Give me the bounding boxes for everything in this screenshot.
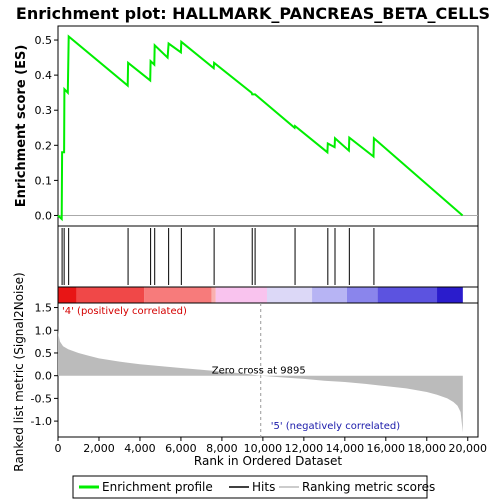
es-tick-label: 0.0 [35,209,53,222]
x-tick-label: 12,000 [285,442,324,455]
metric-y-axis-label: Ranked list metric (Signal2Noise) [12,272,26,471]
metric-tick-label: -1.0 [31,415,52,428]
negative-correlation-label: '5' (negatively correlated) [271,421,400,432]
es-tick-label: 0.5 [35,34,53,47]
legend-enrichment-label: Enrichment profile [102,480,213,494]
x-tick-label: 16,000 [367,442,406,455]
legend-metric-label: Ranking metric scores [302,480,435,494]
es-panel: 0.0 0.1 0.2 0.3 0.4 0.5 Enrichment score (ES) [14,25,479,227]
ranking-metric-area [58,329,463,433]
heatmap-band [346,287,378,303]
metric-tick-label: 0.0 [35,370,53,383]
enrichment-profile-line [57,34,464,222]
heatmap-band [437,287,463,303]
zero-cross-label: Zero cross at 9895 [212,366,306,377]
legend: Enrichment profile Hits Ranking metric s… [72,475,435,499]
legend-frame [72,475,428,499]
metric-tick-label: 1.5 [35,302,53,315]
x-tick-label: 18,000 [408,442,447,455]
heatmap-band [58,287,77,303]
x-tick-label: 20,000 [449,442,488,455]
x-tick-label: 14,000 [326,442,365,455]
legend-hits-label: Hits [252,480,275,494]
heatmap-band [211,287,216,303]
metric-tick-label: 0.5 [35,347,53,360]
hits-panel-frame [57,225,479,288]
x-tick-label: 8,000 [206,442,238,455]
metric-tick-label: 1.0 [35,324,53,337]
x-tick-label: 2,000 [83,442,115,455]
rank-heatmap-strip [57,286,479,304]
es-tick-label: 0.4 [35,69,53,82]
hits-panel [57,225,479,288]
heatmap-band [215,287,267,303]
x-tick-label: 6,000 [165,442,197,455]
x-axis-label: Rank in Ordered Dataset [194,454,342,468]
metric-tick-label: -0.5 [31,392,52,405]
es-tick-label: 0.1 [35,174,53,187]
heatmap-band [76,287,145,303]
heatmap-band [266,287,313,303]
heatmap-band [144,287,212,303]
es-tick-label: 0.3 [35,104,53,117]
x-tick-label: 4,000 [124,442,156,455]
es-tick-label: 0.2 [35,139,53,152]
es-panel-frame [57,25,479,227]
metric-panel: -1.0 -0.5 0.0 0.5 1.0 1.5 0 2,000 4,000 6,000 8,0… [12,272,487,471]
positive-correlation-label: '4' (positively correlated) [62,306,187,317]
es-y-axis-label: Enrichment score (ES) [14,45,29,208]
chart-title: Enrichment plot: HALLMARK_PANCREAS_BETA_… [16,4,490,23]
x-tick-label: 0 [55,442,62,455]
heatmap-band [312,287,347,303]
x-tick-label: 10,000 [244,442,283,455]
heatmap-band [377,287,438,303]
